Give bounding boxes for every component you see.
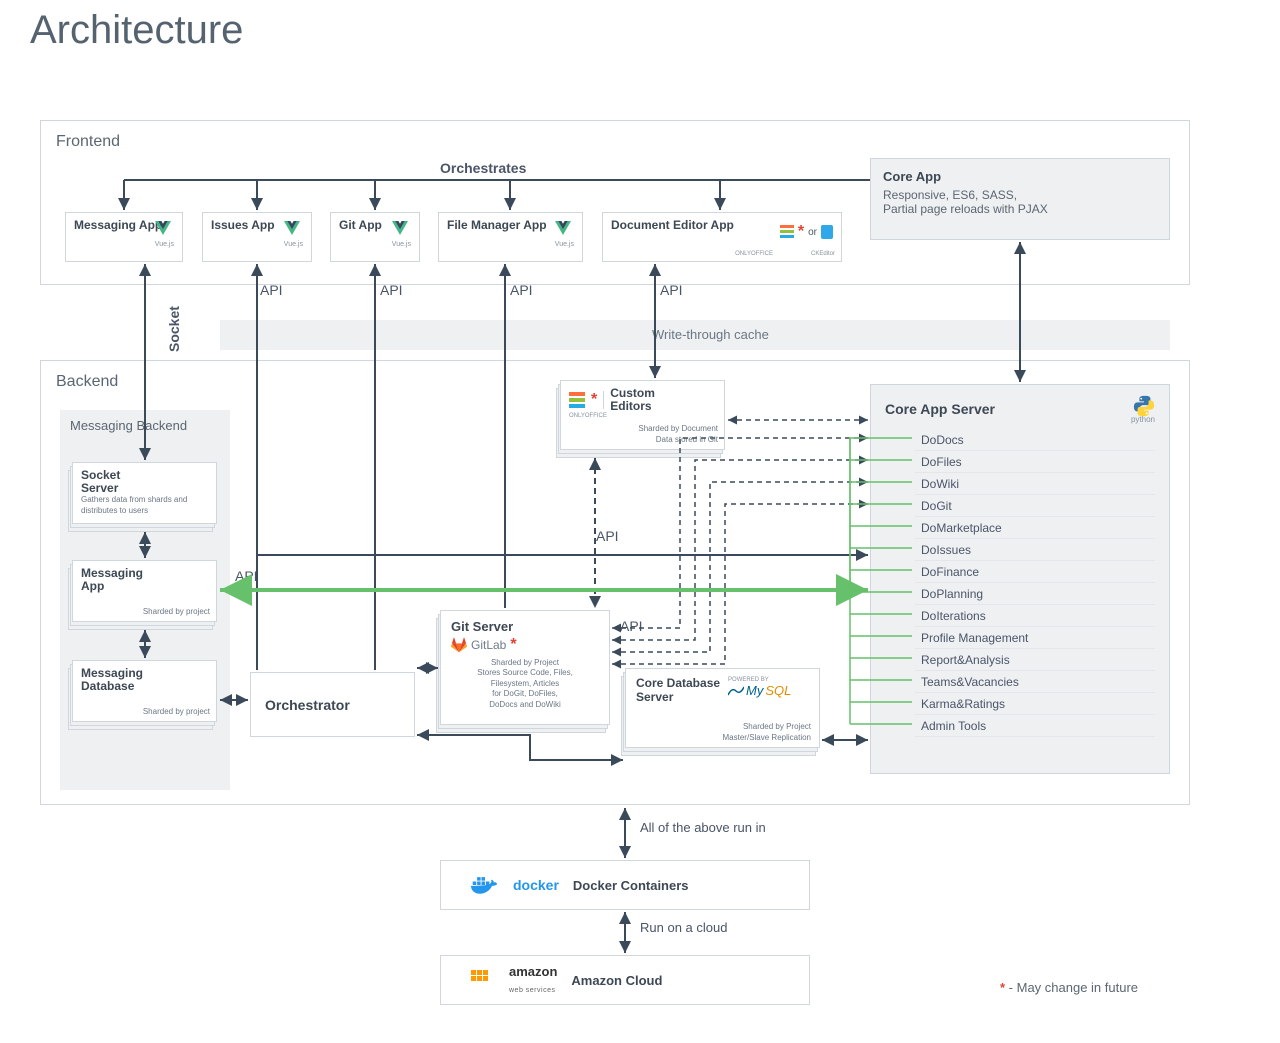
socket-label: Socket [166, 306, 182, 352]
git-app-fe: Git App Vue.js [330, 212, 420, 262]
docker-box: docker Docker Containers [440, 860, 810, 910]
git-server-title: Git Server [451, 619, 599, 634]
footnote: * - May change in future [1000, 980, 1138, 995]
api-label-2: API [380, 282, 403, 298]
api-label-7: API [235, 568, 258, 584]
backend-label: Backend [56, 373, 118, 391]
core-db-box: Core DatabaseServer POWERED BY MySQL Sha… [625, 668, 820, 748]
core-app-box: Core App Responsive, ES6, SASS, Partial … [870, 158, 1170, 240]
api-label-4: API [660, 282, 683, 298]
core-app-server-item: DoIterations [915, 605, 1155, 627]
core-db-title: Core DatabaseServer [636, 677, 720, 705]
vue-icon [284, 221, 300, 235]
document-editor-app-fe: Document Editor App * or ONLYOFFICE CKEd… [602, 212, 842, 262]
core-app-server-item: Karma&Ratings [915, 693, 1155, 715]
orchestrates-label: Orchestrates [440, 160, 526, 176]
api-label-3: API [510, 282, 533, 298]
api-label-5: API [596, 528, 619, 544]
onlyoffice-icon [569, 392, 585, 408]
api-label-6: API [620, 618, 643, 634]
run-cloud-label: Run on a cloud [640, 920, 727, 935]
socket-server-sub: Gathers data from shards and distributes… [81, 495, 208, 516]
issues-app-fe: Issues App Vue.js [202, 212, 312, 262]
core-app-server-item: DoFiles [915, 451, 1155, 473]
core-app-server-item: Admin Tools [915, 715, 1155, 737]
api-label-1: API [260, 282, 283, 298]
aws-label: Amazon Cloud [571, 973, 662, 988]
messaging-backend-label: Messaging Backend [70, 418, 187, 433]
custom-editors-sub: Sharded by Document Data stored in Git [638, 424, 718, 445]
core-app-server-item: DoFinance [915, 561, 1155, 583]
cache-label: Write-through cache [652, 327, 769, 342]
custom-editors-title: CustomEditors [610, 387, 655, 413]
frontend-label: Frontend [56, 133, 120, 151]
gitlab-icon [451, 637, 467, 653]
core-app-server-item: DoMarketplace [915, 517, 1155, 539]
architecture-diagram: Frontend Core App Responsive, ES6, SASS,… [40, 120, 1190, 1020]
docker-label: Docker Containers [573, 878, 689, 893]
messaging-db-sub: Sharded by project [143, 707, 210, 717]
vue-icon [155, 221, 171, 235]
orchestrator-title: Orchestrator [265, 697, 350, 713]
core-app-server-item: Teams&Vacancies [915, 671, 1155, 693]
socket-server-title: SocketServer [81, 469, 208, 495]
onlyoffice-icon [780, 225, 794, 239]
messaging-app-fe: Messaging App Vue.js [65, 212, 183, 262]
messaging-app-be-sub: Sharded by project [143, 607, 210, 617]
ckeditor-icon [821, 225, 833, 239]
core-app-server-item: DoPlanning [915, 583, 1155, 605]
git-server-box: Git Server GitLab * Sharded by Project S… [440, 610, 610, 725]
core-app-server-box: Core App Server python DoDocsDoFilesDoWi… [870, 384, 1170, 774]
page-title: Architecture [30, 8, 243, 53]
core-app-server-item: DoIssues [915, 539, 1155, 561]
core-app-server-item: Report&Analysis [915, 649, 1155, 671]
asterisk-icon: * [798, 223, 804, 241]
aws-box: amazon web services Amazon Cloud [440, 955, 810, 1005]
git-server-sub: Sharded by Project Stores Source Code, F… [451, 658, 599, 710]
messaging-app-be-title: MessagingApp [81, 567, 208, 593]
mysql-icon [728, 685, 744, 697]
custom-editors-box: * CustomEditors ONLYOFFICE Sharded by Do… [560, 380, 725, 450]
orchestrator-box: Orchestrator [250, 672, 415, 737]
vue-icon [392, 221, 408, 235]
docker-icon [471, 874, 499, 896]
cache-band: Write-through cache [220, 320, 1170, 350]
core-app-server-item: DoGit [915, 495, 1155, 517]
file-manager-app-fe: File Manager App Vue.js [438, 212, 583, 262]
vue-icon [555, 221, 571, 235]
core-app-server-title: Core App Server [885, 401, 995, 417]
aws-icon [471, 970, 495, 990]
core-app-sub: Responsive, ES6, SASS, Partial page relo… [883, 188, 1157, 216]
core-app-title: Core App [883, 169, 1157, 184]
messaging-db-title: MessagingDatabase [81, 667, 208, 693]
messaging-app-be-box: MessagingApp Sharded by project [72, 560, 217, 622]
core-app-server-item: Profile Management [915, 627, 1155, 649]
all-above-label: All of the above run in [640, 820, 766, 835]
messaging-db-box: MessagingDatabase Sharded by project [72, 660, 217, 722]
core-app-server-item: DoWiki [915, 473, 1155, 495]
core-db-sub: Sharded by Project Master/Slave Replicat… [723, 722, 811, 743]
socket-server-box: SocketServer Gathers data from shards an… [72, 462, 217, 524]
core-app-server-list: DoDocsDoFilesDoWikiDoGitDoMarketplaceDoI… [915, 429, 1155, 737]
core-app-server-item: DoDocs [915, 429, 1155, 451]
